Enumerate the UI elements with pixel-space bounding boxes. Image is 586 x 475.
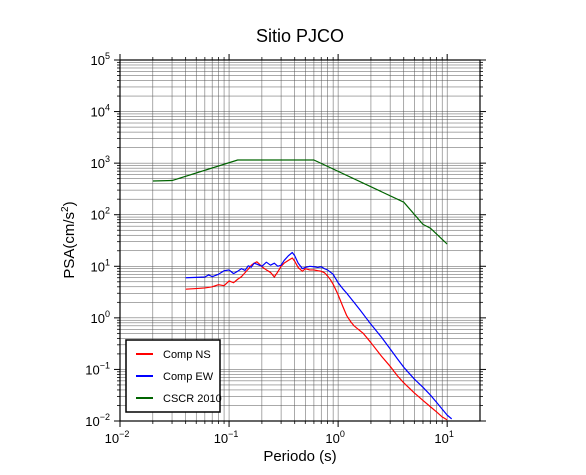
chart-title: Sitio PJCO <box>256 26 344 46</box>
y-tick-label-base: 10 <box>91 105 105 120</box>
y-tick-label: 103 <box>91 154 110 171</box>
y-axis-label-exponent: 2 <box>60 206 71 212</box>
x-tick-label: 10−1 <box>214 429 239 446</box>
y-tick-label-exponent: −2 <box>100 412 110 422</box>
grid-layer <box>120 60 480 421</box>
y-tick-label-base: 10 <box>91 311 105 326</box>
x-tick-label: 101 <box>434 429 453 446</box>
y-axis-label-main: PSA(cm/s <box>61 212 78 279</box>
x-tick-label-base: 10 <box>214 431 228 446</box>
series-line-3 <box>152 159 448 245</box>
y-tick-label-exponent: 0 <box>105 309 110 319</box>
x-tick-label-base: 10 <box>434 431 448 446</box>
y-tick-label-base: 10 <box>85 362 99 377</box>
x-axis-label: Periodo (s) <box>263 448 336 465</box>
series-layer <box>152 159 453 421</box>
x-tick-label-exponent: −2 <box>119 429 129 439</box>
y-tick-label: 10−2 <box>85 412 110 429</box>
x-tick-label: 10−2 <box>105 429 130 446</box>
y-tick-label-base: 10 <box>85 414 99 429</box>
y-axis-label: PSA(cm/s2) <box>60 201 78 278</box>
y-tick-label: 101 <box>91 257 110 274</box>
series-line-2 <box>185 251 453 420</box>
y-tick-label-exponent: 3 <box>105 154 110 164</box>
y-tick-label: 105 <box>91 51 110 68</box>
legend-label-2: Comp EW <box>163 371 214 383</box>
legend-label-3: CSCR 2010 <box>163 393 222 405</box>
legend-box <box>125 339 221 413</box>
y-tick-label-base: 10 <box>91 208 105 223</box>
y-tick-label-exponent: 1 <box>105 257 110 267</box>
y-tick-label-exponent: 5 <box>105 51 110 61</box>
y-tick-label-base: 10 <box>91 259 105 274</box>
x-tick-label-exponent: 1 <box>449 429 454 439</box>
y-tick-label: 104 <box>91 103 110 120</box>
plot-frame <box>119 59 481 422</box>
x-tick-label-exponent: −1 <box>228 429 238 439</box>
y-tick-label: 100 <box>91 309 110 326</box>
x-tick-label-exponent: 0 <box>340 429 345 439</box>
x-tick-label-base: 10 <box>325 431 339 446</box>
y-axis-label-close: ) <box>61 201 78 206</box>
series-line-1 <box>185 257 448 421</box>
y-tick-label-exponent: 2 <box>105 206 110 216</box>
x-tick-label-base: 10 <box>105 431 119 446</box>
legend-label-1: Comp NS <box>163 349 211 361</box>
y-tick-label: 102 <box>91 206 110 223</box>
y-tick-label-base: 10 <box>91 53 105 68</box>
y-tick-label-exponent: 4 <box>105 103 110 113</box>
y-tick-label-exponent: −1 <box>100 360 110 370</box>
x-tick-label: 100 <box>325 429 344 446</box>
y-tick-label-base: 10 <box>91 156 105 171</box>
legend: Comp NS Comp EW CSCR 2010 <box>125 339 222 413</box>
y-tick-label: 10−1 <box>85 360 110 377</box>
